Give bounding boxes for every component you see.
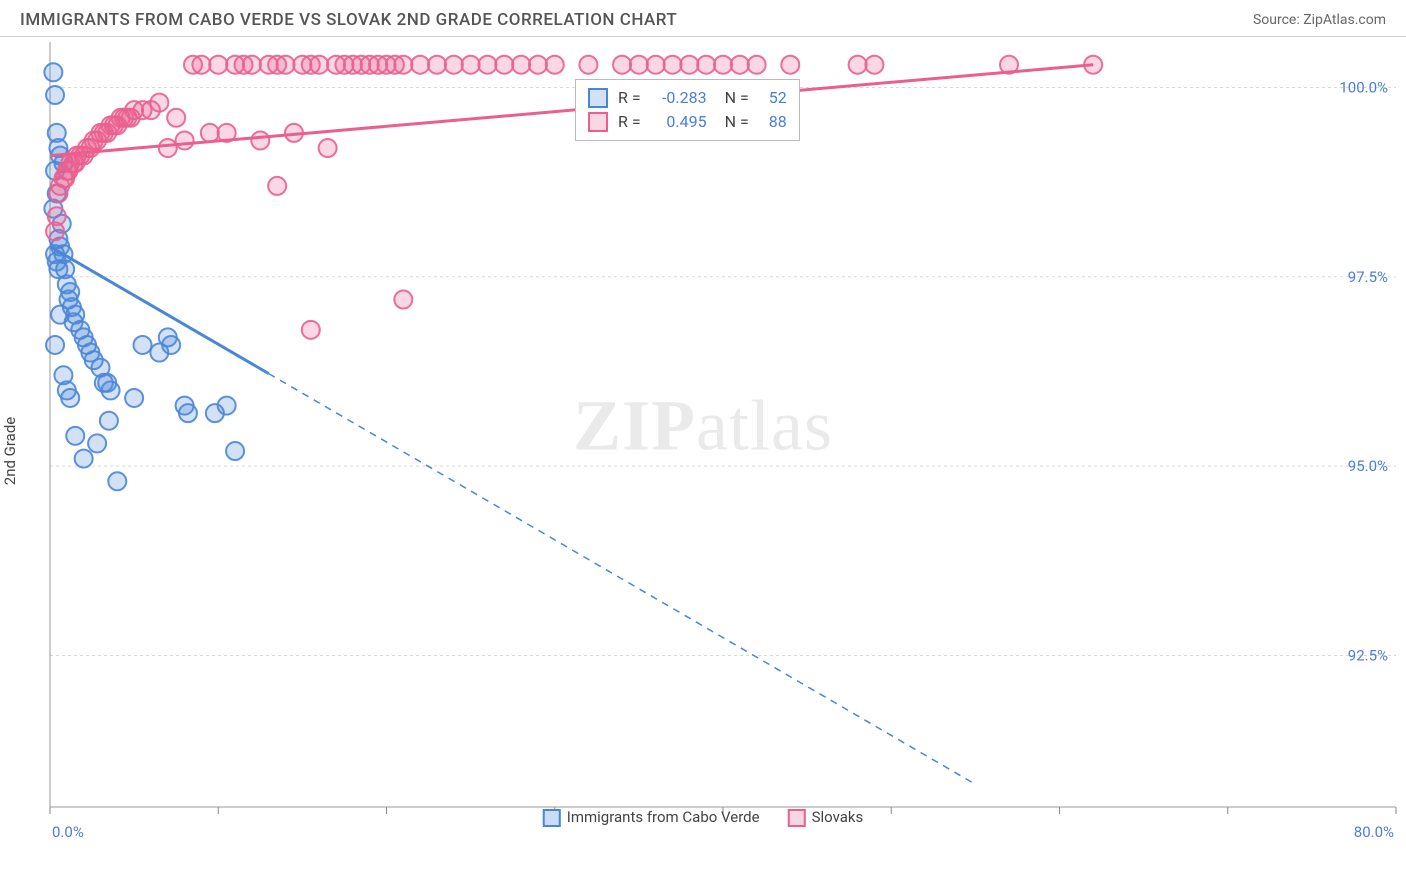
n-label: N = <box>725 86 749 110</box>
svg-text:80.0%: 80.0% <box>1354 823 1394 841</box>
svg-text:97.5%: 97.5% <box>1348 268 1388 286</box>
legend-label: Immigrants from Cabo Verde <box>567 808 760 826</box>
header: IMMIGRANTS FROM CABO VERDE VS SLOVAK 2ND… <box>0 0 1406 37</box>
r-value: -0.283 <box>651 86 707 110</box>
legend-item-cabo-verde: Immigrants from Cabo Verde <box>543 808 760 827</box>
legend-item-slovaks: Slovaks <box>788 808 864 827</box>
legend-label: Slovaks <box>812 808 864 826</box>
source-label: Source: ZipAtlas.com <box>1253 12 1386 28</box>
legend-swatch-icon <box>543 809 561 827</box>
y-axis-label: 2nd Grade <box>1 417 19 485</box>
stats-row: R = -0.283 N = 52 <box>588 86 787 110</box>
svg-text:100.0%: 100.0% <box>1339 78 1388 96</box>
stats-row: R = 0.495 N = 88 <box>588 110 787 134</box>
bottom-legend: Immigrants from Cabo Verde Slovaks <box>543 808 863 827</box>
chart-title: IMMIGRANTS FROM CABO VERDE VS SLOVAK 2ND… <box>20 10 677 30</box>
r-label: R = <box>618 86 641 110</box>
scatter-plot-svg: 92.5% 95.0% 97.5% 100.0% 0.0% 80.0% <box>0 37 1406 847</box>
n-value: 52 <box>759 86 787 110</box>
svg-text:95.0%: 95.0% <box>1348 457 1388 475</box>
n-value: 88 <box>759 110 787 134</box>
svg-text:92.5%: 92.5% <box>1348 647 1388 665</box>
n-label: N = <box>725 110 749 134</box>
legend-swatch-icon <box>788 809 806 827</box>
svg-text:0.0%: 0.0% <box>52 823 84 841</box>
stats-swatch-icon <box>588 112 608 132</box>
chart-area: 2nd Grade 92.5% 95.0% 97.5% 100.0% 0.0% 80.0%… <box>0 37 1406 847</box>
stats-swatch-icon <box>588 88 608 108</box>
r-label: R = <box>618 110 641 134</box>
correlation-stats-box: R = -0.283 N = 52 R = 0.495 N = 88 <box>575 79 800 141</box>
r-value: 0.495 <box>651 110 707 134</box>
